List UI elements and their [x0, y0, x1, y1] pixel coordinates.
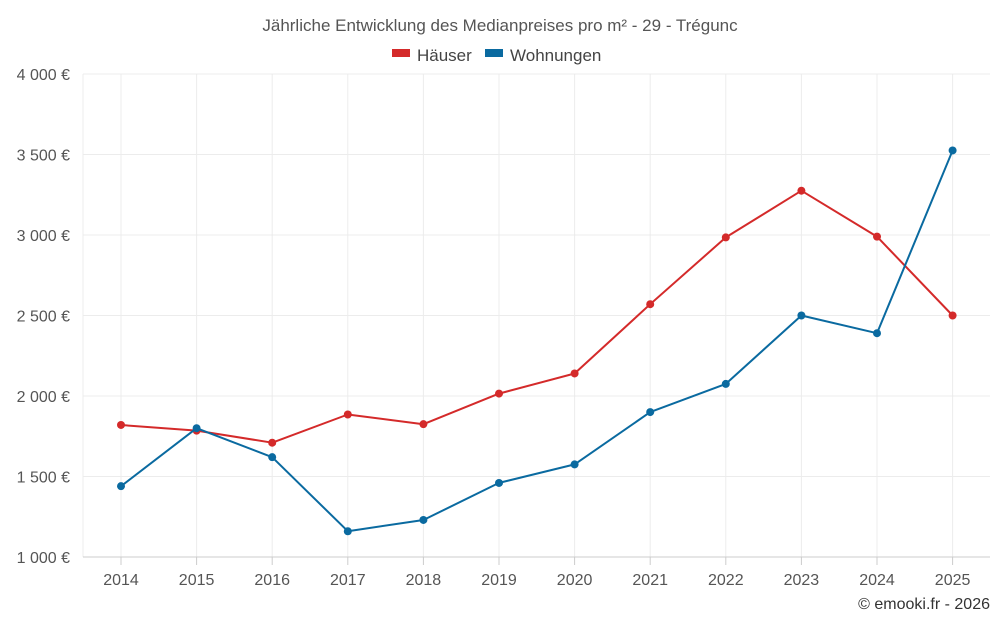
data-point-wohnungen[interactable] — [268, 453, 277, 462]
y-tick-label: 3 000 € — [17, 228, 70, 245]
data-point-haeuser[interactable] — [570, 369, 579, 378]
data-point-haeuser[interactable] — [797, 186, 806, 195]
axis-layer: 1 000 € 1 500 € 2 000 € 2 500 € 3 000 € 3 500… — [17, 67, 990, 589]
x-tick-label: 2025 — [935, 572, 971, 589]
x-tick-label: 2023 — [784, 572, 820, 589]
data-point-haeuser[interactable] — [495, 389, 503, 398]
y-tick-label: 2 500 € — [17, 309, 70, 326]
data-point-wohnungen[interactable] — [117, 482, 125, 491]
data-point-wohnungen[interactable] — [873, 329, 881, 338]
y-tick-label: 4 000 € — [17, 67, 70, 84]
data-point-wohnungen[interactable] — [721, 379, 730, 388]
data-point-haeuser[interactable] — [948, 311, 957, 320]
data-point-haeuser[interactable] — [117, 420, 125, 429]
series-layer — [117, 146, 957, 536]
data-point-haeuser[interactable] — [873, 232, 881, 241]
data-point-wohnungen[interactable] — [419, 515, 428, 524]
data-point-wohnungen[interactable] — [495, 478, 503, 487]
x-tick-label: 2021 — [632, 572, 668, 589]
x-tick-label: 2017 — [330, 572, 366, 589]
credit-text: © emooki.fr - 2026 — [858, 596, 990, 613]
data-point-wohnungen[interactable] — [192, 424, 201, 433]
x-tick-label: 2024 — [859, 572, 895, 589]
data-point-haeuser[interactable] — [721, 233, 730, 242]
data-point-haeuser[interactable] — [419, 420, 428, 429]
legend-label-wohnungen: Wohnungen — [510, 46, 601, 65]
series-line-haeuser — [120, 189, 954, 444]
y-tick-label: 1 000 € — [17, 550, 70, 567]
data-point-haeuser[interactable] — [343, 410, 352, 419]
series-line-wohnungen — [120, 150, 954, 533]
legend-item-wohnungen[interactable]: Wohnungen — [485, 46, 601, 65]
legend-item-haeuser[interactable]: Häuser — [392, 46, 472, 65]
legend-label-haeuser: Häuser — [417, 46, 472, 65]
legend: Häuser Wohnungen — [392, 46, 601, 65]
data-point-wohnungen[interactable] — [948, 146, 957, 155]
x-tick-label: 2014 — [103, 572, 139, 589]
data-point-wohnungen[interactable] — [797, 311, 806, 320]
data-point-wohnungen[interactable] — [646, 408, 655, 417]
grid-layer — [82, 73, 990, 557]
data-point-haeuser[interactable] — [268, 438, 277, 447]
data-point-haeuser[interactable] — [646, 300, 655, 309]
y-tick-label: 3 500 € — [17, 148, 70, 165]
chart-title: Jährliche Entwicklung des Medianpreises … — [262, 16, 738, 35]
legend-swatch-wohnungen — [485, 49, 503, 57]
x-tick-label: 2018 — [406, 572, 442, 589]
x-tick-label: 2015 — [179, 572, 215, 589]
y-tick-label: 1 500 € — [17, 470, 70, 487]
data-point-wohnungen[interactable] — [343, 527, 352, 536]
y-tick-label: 2 000 € — [17, 389, 70, 406]
data-point-wohnungen[interactable] — [570, 460, 579, 469]
x-tick-label: 2019 — [481, 572, 517, 589]
x-tick-label: 2022 — [708, 572, 744, 589]
x-tick-label: 2020 — [557, 572, 593, 589]
x-tick-label: 2016 — [254, 572, 290, 589]
legend-swatch-haeuser — [392, 49, 410, 57]
